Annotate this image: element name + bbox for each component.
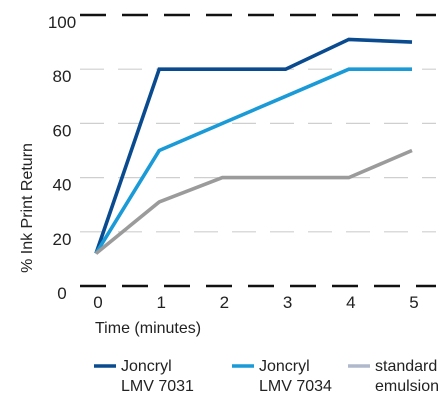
legend-label-1-line2: LMV 7031 <box>121 378 194 395</box>
y-tick-40: 40 <box>53 176 72 195</box>
legend: Joncryl LMV 7031 Joncryl LMV 7034 standard em… <box>94 358 439 395</box>
legend-label-3-line2: emulsion <box>375 378 439 395</box>
y-tick-100: 100 <box>48 13 76 32</box>
x-tick-labels: 0 1 2 3 4 5 <box>93 293 418 312</box>
y-axis-label: % Ink Print Return <box>19 143 36 273</box>
x-tick-0: 0 <box>93 293 102 312</box>
y-tick-0: 0 <box>57 284 66 303</box>
y-tick-60: 60 <box>53 121 72 140</box>
x-tick-5: 5 <box>409 293 418 312</box>
series-line-3 <box>94 148 413 255</box>
y-tick-labels: 0 20 40 60 80 100 <box>48 13 76 303</box>
legend-label-2-line1: Joncryl <box>259 358 310 375</box>
x-tick-2: 2 <box>220 293 229 312</box>
series-line-2 <box>94 67 412 255</box>
y-tick-80: 80 <box>53 67 72 86</box>
legend-label-2-line2: LMV 7034 <box>259 378 332 395</box>
x-axis-label: Time (minutes) <box>95 320 201 337</box>
grid-lines <box>80 13 436 288</box>
series-line-1 <box>94 37 413 255</box>
x-tick-4: 4 <box>346 293 355 312</box>
series-lines <box>94 37 413 255</box>
legend-label-3-line1: standard <box>375 358 437 375</box>
y-tick-20: 20 <box>53 230 72 249</box>
x-tick-1: 1 <box>156 293 165 312</box>
x-tick-3: 3 <box>283 293 292 312</box>
legend-label-1-line1: Joncryl <box>121 358 172 375</box>
